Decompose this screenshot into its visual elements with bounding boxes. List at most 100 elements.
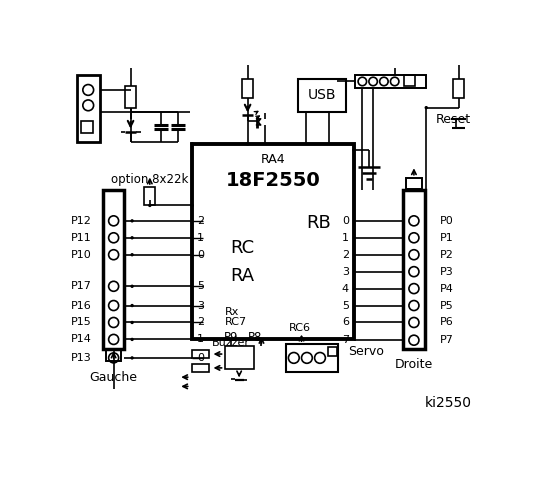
Bar: [453, 79, 464, 98]
Circle shape: [131, 236, 134, 240]
Circle shape: [108, 317, 119, 327]
Text: 5: 5: [342, 300, 349, 311]
Text: 2: 2: [197, 216, 204, 226]
Circle shape: [108, 216, 119, 226]
Text: 0: 0: [342, 216, 349, 226]
Circle shape: [409, 267, 419, 276]
Circle shape: [289, 352, 299, 363]
Text: RB: RB: [306, 214, 331, 232]
Bar: [403, 190, 425, 348]
Circle shape: [108, 281, 119, 291]
Text: Reset: Reset: [436, 113, 471, 126]
Text: P15: P15: [71, 317, 92, 327]
Text: RC: RC: [231, 239, 255, 257]
Text: 1: 1: [197, 335, 204, 345]
Bar: [192, 144, 354, 339]
Bar: [356, 74, 426, 88]
Text: 7: 7: [342, 335, 349, 345]
Circle shape: [108, 335, 119, 345]
Text: 0: 0: [197, 353, 204, 363]
Circle shape: [131, 338, 134, 341]
Text: RC6: RC6: [289, 323, 310, 333]
Text: Droite: Droite: [395, 358, 433, 371]
Text: P12: P12: [71, 216, 92, 226]
Text: P7: P7: [440, 335, 454, 345]
Text: P0: P0: [440, 216, 454, 226]
Text: P8: P8: [248, 331, 263, 344]
Circle shape: [131, 219, 134, 223]
Text: RA: RA: [231, 266, 255, 285]
Text: 5: 5: [197, 281, 204, 291]
Text: P11: P11: [71, 233, 92, 243]
Bar: [103, 190, 124, 348]
Text: 18F2550: 18F2550: [226, 171, 320, 190]
Bar: [225, 347, 254, 370]
Circle shape: [148, 204, 152, 207]
Circle shape: [352, 148, 356, 152]
Text: 3: 3: [342, 267, 349, 276]
Circle shape: [409, 233, 419, 243]
Circle shape: [131, 253, 134, 256]
Text: P10: P10: [71, 250, 92, 260]
Text: 2: 2: [342, 250, 349, 260]
Text: RA4: RA4: [260, 153, 285, 166]
Circle shape: [315, 352, 325, 363]
Bar: [144, 187, 155, 205]
Text: USB: USB: [308, 88, 337, 102]
Text: 1: 1: [197, 233, 204, 243]
Circle shape: [108, 250, 119, 260]
Bar: [286, 344, 338, 372]
Bar: [242, 79, 253, 98]
Circle shape: [409, 216, 419, 226]
Circle shape: [409, 317, 419, 327]
Text: Buzzer: Buzzer: [212, 337, 249, 348]
Bar: [77, 74, 100, 142]
Circle shape: [409, 250, 419, 260]
Circle shape: [131, 285, 134, 288]
Text: RC7: RC7: [225, 317, 247, 327]
Circle shape: [369, 77, 377, 86]
Text: P2: P2: [440, 250, 454, 260]
Circle shape: [108, 233, 119, 243]
Bar: [328, 347, 337, 356]
Bar: [192, 350, 209, 358]
Circle shape: [390, 77, 399, 86]
Circle shape: [358, 77, 367, 86]
Text: ki2550: ki2550: [424, 396, 471, 409]
Text: P3: P3: [440, 267, 454, 276]
Bar: [406, 178, 421, 189]
Text: P9: P9: [223, 331, 238, 344]
Circle shape: [83, 100, 93, 111]
Text: P5: P5: [440, 300, 454, 311]
Text: 0: 0: [197, 250, 204, 260]
Text: P6: P6: [440, 317, 454, 327]
Bar: [125, 86, 136, 108]
Bar: [192, 364, 209, 372]
Text: 4: 4: [342, 284, 349, 294]
Text: 6: 6: [342, 317, 349, 327]
Circle shape: [131, 304, 134, 307]
Circle shape: [409, 300, 419, 311]
Circle shape: [131, 356, 134, 360]
Circle shape: [108, 300, 119, 311]
Circle shape: [301, 352, 312, 363]
Text: option 8x22k: option 8x22k: [111, 173, 189, 186]
Circle shape: [83, 84, 93, 96]
Bar: [106, 348, 121, 361]
Text: P14: P14: [71, 335, 92, 345]
Text: P16: P16: [71, 300, 92, 311]
Text: P4: P4: [440, 284, 454, 294]
Circle shape: [190, 204, 194, 207]
Text: P1: P1: [440, 233, 454, 243]
Text: Gauche: Gauche: [90, 372, 138, 384]
Circle shape: [380, 77, 388, 86]
Bar: [404, 75, 415, 86]
Text: 3: 3: [197, 300, 204, 311]
Text: Rx: Rx: [225, 307, 239, 317]
Circle shape: [131, 321, 134, 324]
Circle shape: [425, 106, 428, 109]
Text: Servo: Servo: [348, 345, 384, 358]
Circle shape: [409, 335, 419, 345]
Text: P17: P17: [71, 281, 92, 291]
Bar: [81, 121, 93, 133]
